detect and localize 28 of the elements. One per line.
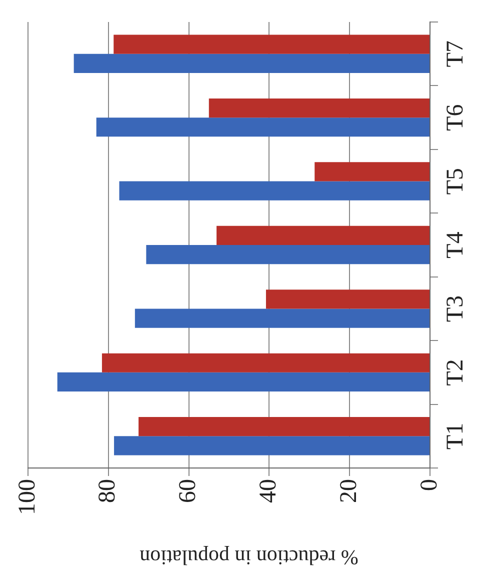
bar [314,162,430,182]
bar [216,226,430,245]
bar [146,245,430,264]
y-tick-label: T1 [442,422,468,450]
bar [266,290,430,309]
bar [208,98,430,118]
x-tick-label: 100 [14,479,40,515]
bar [57,372,430,392]
y-tick-label: T6 [442,104,468,131]
y-tick-label: T3 [442,295,468,322]
bar [96,118,430,137]
bar [119,181,430,200]
bar [114,436,430,456]
x-tick-label: 80 [94,479,121,503]
x-tick-label: 0 [416,479,442,491]
x-tick-label: 40 [255,479,282,503]
bar [138,417,430,436]
x-tick-label: 20 [336,479,362,503]
y-tick-label: T7 [442,40,468,68]
y-tick-label: T4 [442,232,468,258]
x-tick-label: 60 [175,479,202,503]
x-axis-title: % reduction in population [139,545,358,570]
bar [102,353,430,372]
y-tick-label: T5 [442,168,468,195]
bar [134,308,430,328]
bar [74,54,430,73]
bar [114,34,430,54]
y-tick-label: T2 [442,359,468,386]
